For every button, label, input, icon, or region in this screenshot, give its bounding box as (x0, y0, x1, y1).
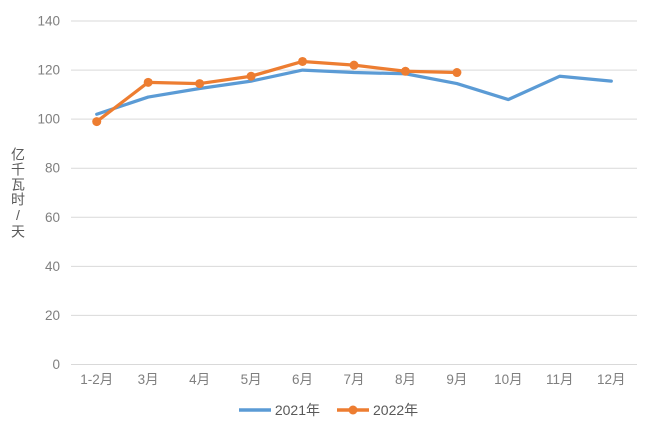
y-tick-label: 140 (37, 14, 60, 29)
data-point-marker (143, 77, 153, 87)
x-tick-label: 4月 (189, 372, 210, 387)
legend-swatch-2021-line (238, 408, 271, 412)
data-point-marker (92, 117, 102, 127)
data-point-marker (400, 66, 410, 76)
data-point-marker (246, 71, 256, 81)
x-tick-label: 11月 (546, 372, 574, 387)
y-tick-label: 20 (45, 308, 60, 323)
legend-item-2022: 2022年 (336, 400, 418, 420)
data-point-marker (195, 79, 205, 89)
x-tick-label: 9月 (446, 372, 467, 387)
x-tick-label: 12月 (597, 372, 626, 387)
y-tick-label: 80 (45, 161, 60, 176)
legend-item-2021: 2021年 (238, 400, 320, 420)
legend-swatch-2022-line-marker (337, 405, 369, 415)
legend: 2021年 2022年 (0, 400, 656, 420)
y-tick-label: 120 (37, 63, 60, 78)
legend-label-2021: 2021年 (274, 402, 320, 418)
y-tick-label: 100 (37, 112, 60, 127)
data-point-marker (349, 60, 359, 70)
y-tick-label: 60 (45, 210, 60, 225)
x-tick-label: 3月 (138, 372, 159, 387)
legend-label-2022: 2022年 (373, 402, 419, 418)
x-tick-label: 7月 (343, 372, 364, 387)
x-tick-label: 5月 (241, 372, 262, 387)
y-tick-label: 0 (52, 357, 60, 372)
x-tick-label: 8月 (395, 372, 416, 387)
data-point-marker (298, 56, 308, 66)
series-line-2021年 (95, 68, 613, 116)
x-tick-label: 10月 (494, 372, 523, 387)
series-line-2022年 (95, 59, 459, 124)
x-tick-label: 6月 (292, 372, 313, 387)
y-tick-label: 40 (45, 259, 60, 274)
data-point-marker (452, 68, 462, 78)
x-tick-label: 1-2月 (80, 372, 113, 387)
y-axis-title: 亿千瓦时/天 (10, 147, 26, 239)
